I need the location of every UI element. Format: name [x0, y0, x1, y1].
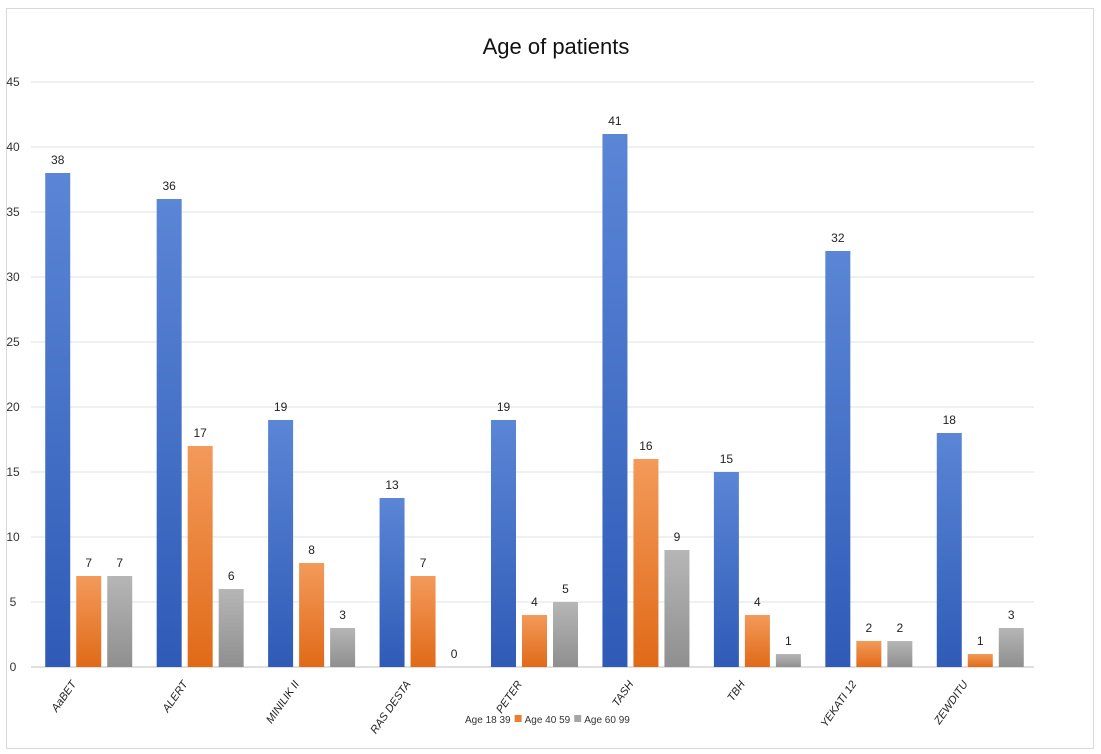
bar-zewditu-series-2: [967, 654, 993, 667]
bar-ras-desta-series-1: [379, 498, 405, 667]
legend-swatch: [574, 715, 582, 722]
bar-zewditu-series-1: [936, 433, 962, 667]
y-tick-label: 0: [10, 660, 17, 674]
bar-tbh-series-1: [713, 472, 739, 667]
bar-yekati-12-series-1: [825, 251, 851, 667]
bar-peter-series-3: [553, 602, 578, 667]
data-label: 6: [228, 569, 235, 583]
data-label: 7: [85, 556, 92, 570]
bar-minilik-ii-series-1: [268, 420, 294, 667]
bars: [45, 134, 1024, 667]
y-tick-label: 15: [6, 465, 20, 479]
bar-yekati-12-series-2: [856, 641, 882, 667]
bar-tbh-series-2: [744, 615, 770, 667]
x-tick-label: YEKATI 12: [819, 679, 860, 730]
data-label: 19: [274, 400, 288, 414]
y-tick-label: 40: [6, 140, 20, 154]
bar-tbh-series-3: [775, 654, 801, 667]
data-label: 13: [385, 478, 399, 492]
bar-alert-series-1: [156, 199, 182, 667]
bar-aabet-series-3: [107, 576, 133, 667]
data-label: 41: [608, 114, 622, 128]
bar-yekati-12-series-3: [887, 641, 913, 667]
bar-alert-series-2: [187, 446, 213, 667]
legend-label: Age 18 39: [465, 715, 511, 726]
x-axis: AaBET ALERT MINILIK II RAS DESTA PETER TASH TB…: [49, 678, 971, 736]
y-tick-label: 45: [6, 75, 20, 89]
data-label: 1: [977, 634, 984, 648]
x-tick-label: TASH: [610, 679, 636, 709]
y-tick-label: 10: [6, 530, 20, 544]
data-label: 19: [497, 400, 511, 414]
bar-minilik-ii-series-2: [299, 563, 325, 667]
legend: Age 18 39 Age 40 59 Age 60 99: [465, 715, 630, 726]
data-label: 18: [943, 413, 957, 427]
y-tick-label: 30: [6, 270, 20, 284]
y-tick-label: 20: [6, 400, 20, 414]
x-tick-label: ZEWDITU: [932, 679, 971, 728]
data-label: 4: [531, 595, 538, 609]
data-label: 15: [720, 452, 734, 466]
bar-ras-desta-series-2: [410, 576, 436, 667]
x-tick-label: ALERT: [160, 678, 191, 716]
data-label: 3: [339, 608, 346, 622]
data-label: 17: [193, 426, 207, 440]
legend-swatch: [514, 715, 522, 722]
chart-title: Age of patients: [483, 34, 630, 59]
bar-alert-series-3: [218, 589, 244, 667]
data-label: 9: [674, 530, 681, 544]
x-tick-label: RAS DESTA: [368, 679, 413, 736]
x-tick-label: TBH: [725, 679, 747, 704]
legend-label: Age 40 59: [525, 715, 571, 726]
chart-frame: [6, 8, 1094, 749]
data-label: 7: [420, 556, 427, 570]
data-label: 2: [865, 621, 872, 635]
data-label: 2: [896, 621, 903, 635]
data-label: 8: [308, 543, 315, 557]
bar-minilik-ii-series-3: [330, 628, 356, 667]
x-tick-label: AaBET: [49, 678, 80, 715]
y-tick-label: 25: [6, 335, 20, 349]
y-axis: 0 5 10 15 20 25 30 35 40 45: [6, 75, 20, 674]
bar-peter-series-1: [491, 420, 516, 667]
bar-tash-series-1: [602, 134, 628, 667]
bar-aabet-series-1: [45, 173, 71, 667]
x-tick-label: MINILIK II: [264, 679, 302, 726]
bar-zewditu-series-3: [998, 628, 1024, 667]
data-label: 36: [162, 179, 176, 193]
data-label: 3: [1008, 608, 1015, 622]
data-label: 4: [754, 595, 761, 609]
data-label: 38: [51, 153, 65, 167]
data-label: 0: [451, 647, 458, 661]
y-tick-label: 5: [10, 595, 17, 609]
data-label: 1: [785, 634, 792, 648]
bar-aabet-series-2: [76, 576, 102, 667]
data-label: 7: [116, 556, 123, 570]
legend-label: Age 60 99: [584, 715, 630, 726]
x-tick-label: PETER: [494, 679, 525, 716]
data-label: 32: [831, 231, 845, 245]
data-label: 5: [562, 582, 569, 596]
bar-tash-series-2: [633, 459, 659, 667]
bar-peter-series-2: [522, 615, 547, 667]
y-tick-label: 35: [6, 205, 20, 219]
bar-tash-series-3: [664, 550, 690, 667]
data-label: 16: [639, 439, 653, 453]
